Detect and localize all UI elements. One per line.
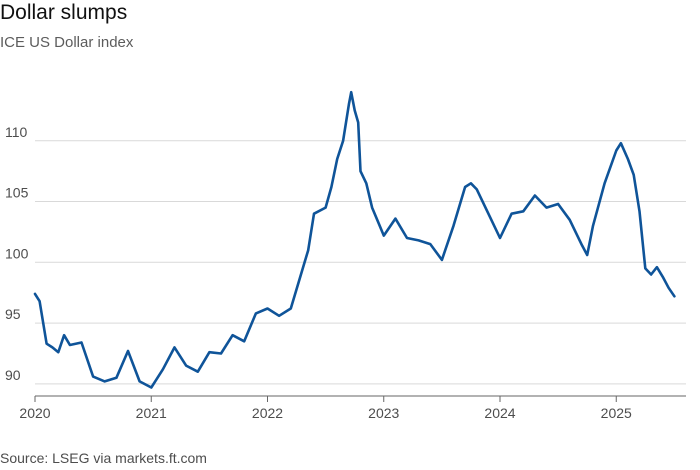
x-tick-label: 2020: [19, 405, 50, 421]
x-tick-label: 2021: [136, 405, 167, 421]
x-tick-label: 2025: [601, 405, 632, 421]
source-note: Source: LSEG via markets.ft.com: [0, 450, 207, 466]
x-axis: 2020 2021 2022 2023 2024 2025: [19, 395, 686, 421]
x-tick-label: 2022: [252, 405, 283, 421]
y-tick-label: 90: [5, 367, 21, 383]
series-line-0: [33, 90, 676, 389]
y-tick-label: 95: [5, 306, 21, 322]
chart-subtitle: ICE US Dollar index: [0, 34, 134, 51]
chart-title: Dollar slumps: [0, 1, 128, 24]
y-axis-ticks: 90 95 100 105 110: [5, 124, 29, 383]
x-tick-label: 2023: [368, 405, 399, 421]
gridlines: [35, 140, 686, 385]
x-tick-label: 2024: [484, 405, 515, 421]
series-group: [33, 90, 676, 389]
y-tick-label: 105: [5, 185, 29, 201]
y-tick-label: 110: [5, 124, 28, 140]
y-tick-label: 100: [5, 245, 29, 261]
